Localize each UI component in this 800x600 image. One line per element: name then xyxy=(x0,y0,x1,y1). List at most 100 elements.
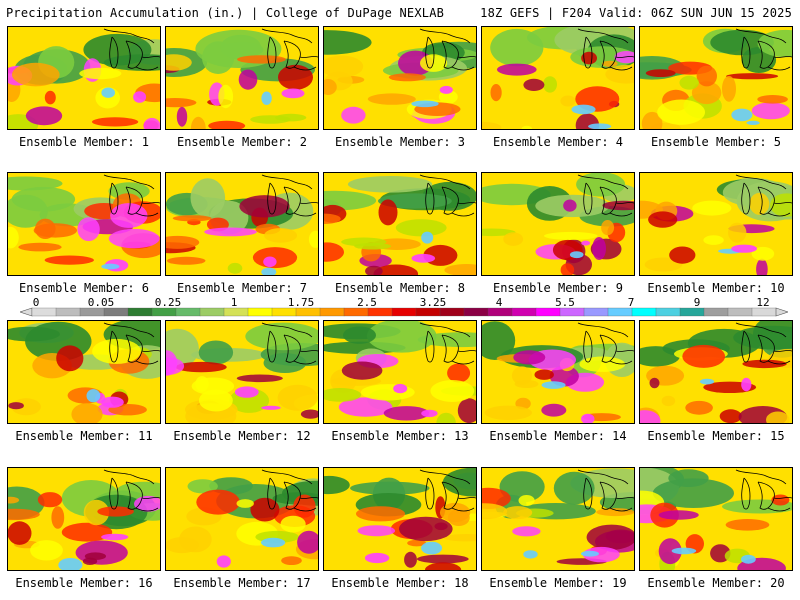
ensemble-member-label: Ensemble Member: 7 xyxy=(176,281,308,295)
colorbar-tick-label: 3.25 xyxy=(419,296,447,309)
precip-map xyxy=(7,26,161,130)
colorbar-swatch xyxy=(31,307,57,317)
ensemble-panel-15: Ensemble Member: 15 xyxy=(639,320,793,448)
ensemble-member-label: Ensemble Member: 1 xyxy=(18,135,150,149)
colorbar-swatch xyxy=(511,307,537,317)
precip-map xyxy=(639,26,793,130)
precip-map xyxy=(639,172,793,276)
ensemble-member-label: Ensemble Member: 6 xyxy=(18,281,150,295)
map-title: Precipitation Accumulation (in.) | Colle… xyxy=(6,6,445,20)
precip-map xyxy=(165,320,319,424)
ensemble-panel-10: Ensemble Member: 10 xyxy=(639,172,793,300)
colorbar-swatch xyxy=(583,307,609,317)
colorbar-tick-label: 1 xyxy=(230,296,238,309)
colorbar-swatch xyxy=(559,307,585,317)
ensemble-member-label: Ensemble Member: 17 xyxy=(173,576,311,590)
colorbar-tick-label: 0.25 xyxy=(154,296,182,309)
colorbar-swatch xyxy=(487,307,513,317)
colorbar-swatch xyxy=(463,307,489,317)
colorbar-swatch xyxy=(127,307,153,317)
ensemble-member-label: Ensemble Member: 14 xyxy=(489,429,627,443)
ensemble-panel-9: Ensemble Member: 9 xyxy=(481,172,635,300)
ensemble-panel-14: Ensemble Member: 14 xyxy=(481,320,635,448)
precip-map xyxy=(481,320,635,424)
colorbar-swatch xyxy=(343,307,369,317)
ensemble-member-label: Ensemble Member: 3 xyxy=(334,135,466,149)
colorbar-swatch xyxy=(703,307,729,317)
colorbar-swatch xyxy=(607,307,633,317)
colorbar-swatch xyxy=(79,307,105,317)
ensemble-panel-2: Ensemble Member: 2 xyxy=(165,26,319,154)
ensemble-panel-1: Ensemble Member: 1 xyxy=(7,26,161,154)
colorbar-tick-label: 12 xyxy=(756,296,770,309)
colorbar-max-arrow xyxy=(775,307,789,317)
colorbar-swatch xyxy=(751,307,777,317)
precip-map xyxy=(639,467,793,571)
ensemble-member-label: Ensemble Member: 13 xyxy=(331,429,469,443)
precip-map xyxy=(165,467,319,571)
colorbar-tick-label: 0.05 xyxy=(87,296,115,309)
precip-map xyxy=(165,26,319,130)
precip-map xyxy=(7,172,161,276)
colorbar-tick-label: 0 xyxy=(32,296,40,309)
colorbar-swatch xyxy=(535,307,561,317)
colorbar-swatch xyxy=(55,307,81,317)
precip-map xyxy=(7,467,161,571)
ensemble-panel-4: Ensemble Member: 4 xyxy=(481,26,635,154)
colorbar-swatch xyxy=(415,307,441,317)
ensemble-panel-13: Ensemble Member: 13 xyxy=(323,320,477,448)
ensemble-panel-16: Ensemble Member: 16 xyxy=(7,467,161,595)
ensemble-member-label: Ensemble Member: 11 xyxy=(15,429,153,443)
ensemble-member-label: Ensemble Member: 12 xyxy=(173,429,311,443)
ensemble-panel-8: Ensemble Member: 8 xyxy=(323,172,477,300)
precip-colorbar xyxy=(19,296,789,318)
colorbar-swatch xyxy=(295,307,321,317)
colorbar-swatch xyxy=(439,307,465,317)
ensemble-panel-19: Ensemble Member: 19 xyxy=(481,467,635,595)
colorbar-swatch xyxy=(727,307,753,317)
colorbar-tick-label: 4 xyxy=(495,296,503,309)
colorbar-swatch xyxy=(175,307,201,317)
colorbar-swatch xyxy=(631,307,657,317)
colorbar-tick-label: 7 xyxy=(627,296,635,309)
precip-map xyxy=(639,320,793,424)
colorbar-swatch xyxy=(247,307,273,317)
ensemble-member-label: Ensemble Member: 2 xyxy=(176,135,308,149)
ensemble-panel-18: Ensemble Member: 18 xyxy=(323,467,477,595)
ensemble-member-label: Ensemble Member: 20 xyxy=(647,576,785,590)
ensemble-member-label: Ensemble Member: 4 xyxy=(492,135,624,149)
ensemble-member-label: Ensemble Member: 19 xyxy=(489,576,627,590)
colorbar-swatch xyxy=(367,307,393,317)
ensemble-panel-20: Ensemble Member: 20 xyxy=(639,467,793,595)
precip-map xyxy=(323,320,477,424)
run-valid-time: 18Z GEFS | F204 Valid: 06Z SUN JUN 15 20… xyxy=(480,6,792,20)
ensemble-panel-6: Ensemble Member: 6 xyxy=(7,172,161,300)
precip-map xyxy=(481,172,635,276)
colorbar-swatch xyxy=(655,307,681,317)
colorbar-swatch xyxy=(103,307,129,317)
ensemble-member-label: Ensemble Member: 16 xyxy=(15,576,153,590)
colorbar-min-arrow xyxy=(19,307,33,317)
colorbar-tick-label: 1.75 xyxy=(287,296,315,309)
ensemble-member-label: Ensemble Member: 8 xyxy=(334,281,466,295)
ensemble-panel-17: Ensemble Member: 17 xyxy=(165,467,319,595)
colorbar-swatch xyxy=(679,307,705,317)
precip-map xyxy=(323,467,477,571)
ensemble-panel-3: Ensemble Member: 3 xyxy=(323,26,477,154)
ensemble-member-label: Ensemble Member: 10 xyxy=(647,281,785,295)
colorbar-swatch xyxy=(271,307,297,317)
colorbar-tick-label: 2.5 xyxy=(357,296,377,309)
precip-map xyxy=(481,467,635,571)
colorbar-swatch xyxy=(151,307,177,317)
ensemble-panel-12: Ensemble Member: 12 xyxy=(165,320,319,448)
ensemble-member-label: Ensemble Member: 5 xyxy=(650,135,782,149)
ensemble-panel-5: Ensemble Member: 5 xyxy=(639,26,793,154)
ensemble-member-label: Ensemble Member: 9 xyxy=(492,281,624,295)
colorbar-tick-label: 9 xyxy=(693,296,701,309)
colorbar-swatch xyxy=(391,307,417,317)
precip-map xyxy=(7,320,161,424)
ensemble-member-label: Ensemble Member: 18 xyxy=(331,576,469,590)
colorbar-swatch xyxy=(319,307,345,317)
ensemble-panel-7: Ensemble Member: 7 xyxy=(165,172,319,300)
precip-map xyxy=(165,172,319,276)
